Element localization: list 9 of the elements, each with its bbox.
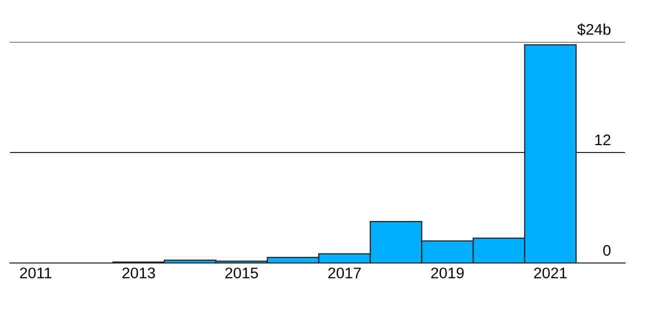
x-tick-label: 2021 (534, 268, 567, 278)
x-tick-label: 2019 (431, 268, 464, 278)
x-tick-label: 2011 (20, 268, 52, 278)
y-tick-label: 12 (595, 134, 610, 146)
x-tick-label: 2013 (122, 268, 155, 278)
x-tick-label: 2015 (225, 268, 258, 278)
y-tick-label: 0 (603, 244, 611, 256)
y-tick-label: $24b (577, 23, 610, 36)
x-tick-label: 2017 (328, 268, 361, 278)
